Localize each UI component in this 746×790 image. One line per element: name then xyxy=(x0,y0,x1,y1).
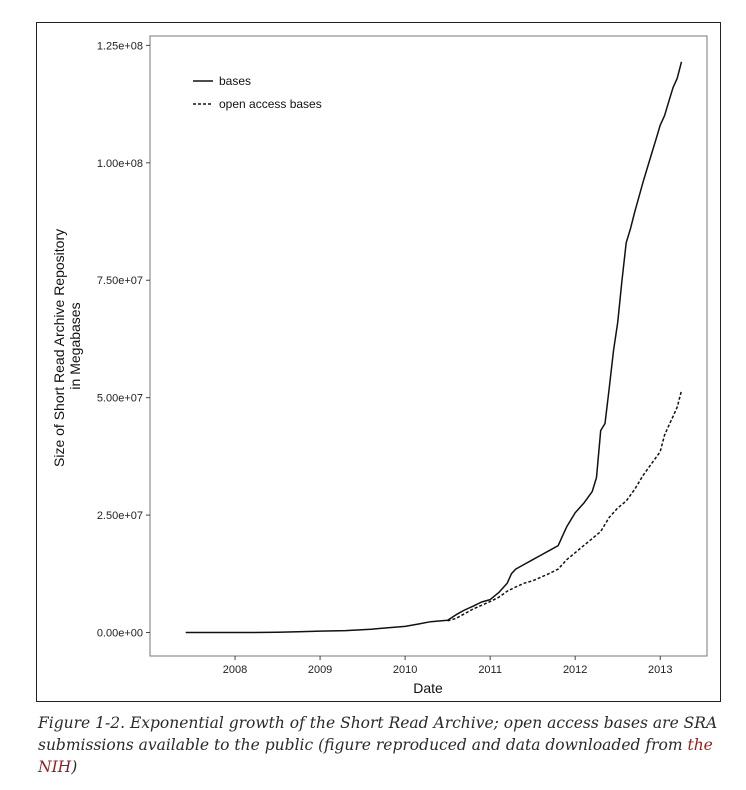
y-axis-title-line-1: Size of Short Read Archive Repository xyxy=(51,229,67,467)
x-tick-label: 2013 xyxy=(648,664,672,676)
y-tick-label: 5.00e+07 xyxy=(97,393,143,405)
y-axis-title-line-2: in Megabases xyxy=(67,302,83,389)
line-chart: 0.00e+00 2.50e+07 5.00e+07 7.50e+07 1.00e+08… xyxy=(51,35,708,696)
caption-text: Figure 1-2. Exponential growth of the Sh… xyxy=(38,714,718,754)
x-tick-label: 2012 xyxy=(563,664,587,676)
legend-label-bases: bases xyxy=(219,74,251,88)
x-tick-label: 2011 xyxy=(478,664,502,676)
series-line-open-access-bases xyxy=(447,390,683,622)
x-axis: 2008 2009 2010 2011 2012 2013 xyxy=(223,656,672,676)
y-tick-label: 1.25e+08 xyxy=(97,40,143,52)
x-axis-title: Date xyxy=(413,680,443,696)
series-layer xyxy=(185,61,683,634)
caption-closing: ) xyxy=(71,758,78,776)
legend-label-open-access-bases: open access bases xyxy=(219,97,322,111)
y-tick-label: 0.00e+00 xyxy=(97,628,143,640)
y-axis-title: Size of Short Read Archive Repository in… xyxy=(51,225,83,467)
legend: bases open access bases xyxy=(193,74,322,111)
x-tick-label: 2009 xyxy=(308,664,332,676)
nih-link[interactable]: the NIH xyxy=(38,736,713,776)
y-tick-label: 1.00e+08 xyxy=(97,158,143,170)
x-tick-label: 2010 xyxy=(393,664,417,676)
y-tick-label: 2.50e+07 xyxy=(97,510,143,522)
series-line-bases xyxy=(185,61,683,634)
x-tick-label: 2008 xyxy=(223,664,247,676)
plot-panel xyxy=(149,35,708,657)
figure-caption: Figure 1-2. Exponential growth of the Sh… xyxy=(38,712,718,778)
y-tick-label: 7.50e+07 xyxy=(97,275,143,287)
y-axis: 0.00e+00 2.50e+07 5.00e+07 7.50e+07 1.00e+08… xyxy=(97,40,150,640)
